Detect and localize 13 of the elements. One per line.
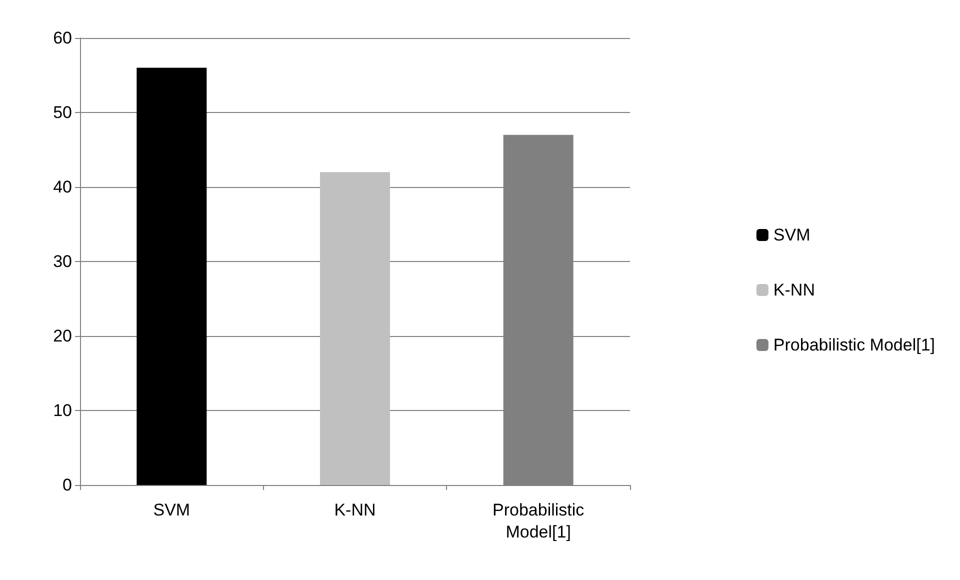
y-tick-label: 30: [53, 252, 72, 271]
legend-label: K-NN: [773, 280, 815, 300]
y-tick-label: 0: [62, 476, 72, 494]
legend-label: Probabilistic Model[1]: [773, 336, 936, 354]
y-tick-label: 20: [53, 326, 72, 346]
x-tick-label: SVM: [153, 500, 190, 520]
x-tick-label: K-NN: [334, 500, 376, 520]
y-tick-label: 50: [53, 103, 72, 122]
legend-label: SVM: [773, 226, 810, 244]
y-tick-label: 10: [53, 401, 72, 420]
x-tick-label: Probabilistic Model[1]: [492, 500, 585, 542]
y-tick-label: 60: [53, 28, 72, 48]
y-tick-label: 40: [53, 178, 72, 196]
